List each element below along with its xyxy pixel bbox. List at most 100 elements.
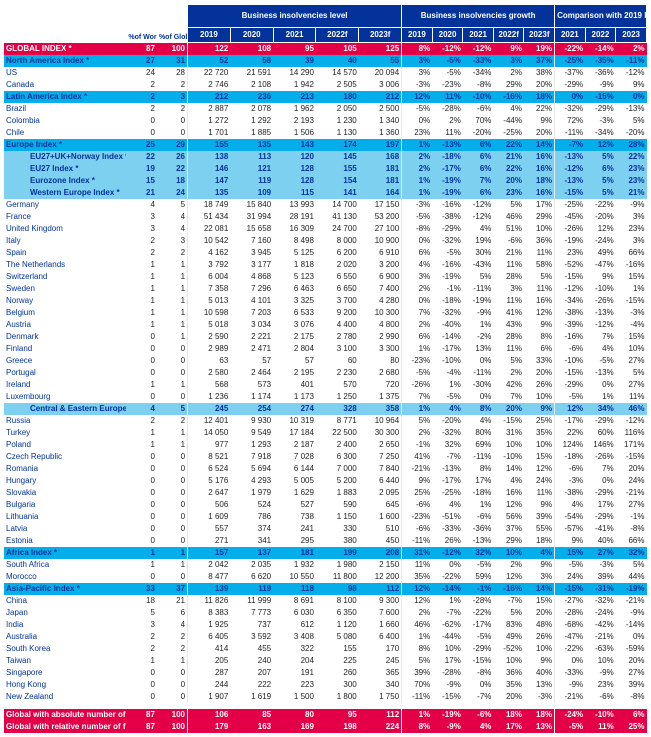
table-row-cell: 4 293 (230, 475, 273, 487)
table-row-cell: -9% (432, 679, 463, 691)
table-row-cell: 17% (463, 475, 494, 487)
table-row: Sweden117 3587 2966 4636 6507 4002%-1%-1… (4, 283, 647, 295)
table-row-cell: 7 840 (359, 463, 402, 475)
table-row-label: United Kingdom (4, 223, 126, 235)
table-row-cell: 7% (402, 307, 433, 319)
footer-row-cell: 4% (463, 721, 494, 733)
table-row-cell: 2 095 (359, 487, 402, 499)
table-row-cell: 32% (432, 439, 463, 451)
table-row-cell: 58% (524, 259, 555, 271)
table-row: United Kingdom3422 08115 65816 30924 700… (4, 223, 647, 235)
table-row-cell: 3 408 (273, 631, 316, 643)
table-row-label: Spain (4, 247, 126, 259)
table-row-cell: 1% (432, 595, 463, 607)
table-row-cell: 25% (524, 415, 555, 427)
col-pct-index: %of Global Index (157, 5, 188, 43)
table-row-cell: 8 521 (188, 451, 231, 463)
table-row-cell: 2 (126, 103, 157, 115)
table-row-cell: 35% (524, 427, 555, 439)
table-row-cell: 0 (157, 535, 188, 547)
region-row-cell: -15% (585, 91, 616, 103)
table-row: Estonia00271341295380450-11%26%-13%29%18… (4, 535, 647, 547)
table-row-cell: 222 (230, 679, 273, 691)
global-row-cell: 100 (157, 43, 188, 56)
table-row-cell: -32% (585, 595, 616, 607)
table-row-cell: 29% (524, 211, 555, 223)
table-row: Switzerland116 0044 8685 1236 5506 9003%… (4, 271, 647, 283)
region-row-cell: -25% (555, 55, 586, 67)
table-row-cell: 4 400 (316, 319, 359, 331)
subregion-row-cell: 16% (524, 187, 555, 199)
table-row-cell: 7% (493, 391, 524, 403)
table-row-cell: 7 600 (359, 607, 402, 619)
table-row-cell: 10% (524, 439, 555, 451)
table-row-cell: 11% (524, 247, 555, 259)
table-row-cell: 2 746 (188, 79, 231, 91)
table-row-cell: 2 175 (273, 331, 316, 343)
table-row-cell: 5% (493, 607, 524, 619)
table-row-cell: 2 400 (316, 439, 359, 451)
table-row-cell: 20% (524, 127, 555, 139)
table-row: Bulgaria00506524527590645-6%4%1%12%9%4%1… (4, 499, 647, 511)
table-row-cell: 69% (463, 439, 494, 451)
region-row-cell: 236 (230, 91, 273, 103)
subregion-row-cell: 145 (316, 151, 359, 163)
region-row-cell: 31% (402, 547, 433, 559)
table-row-cell: 3% (493, 283, 524, 295)
table-row-cell: -18% (432, 295, 463, 307)
table-row-label: Estonia (4, 535, 126, 547)
table-row-cell: 1 925 (188, 619, 231, 631)
subregion-row-label: Central & Eastern Europe Index * (4, 403, 126, 415)
region-row-cell: 1% (402, 139, 433, 151)
table-row: Austria115 0183 0343 0764 4004 8002%-40%… (4, 319, 647, 331)
table-row-cell: -21% (616, 595, 647, 607)
region-row-cell: -10% (463, 91, 494, 103)
table-row-cell: -16% (555, 331, 586, 343)
table-row-cell: 3 006 (359, 79, 402, 91)
table-row-cell: 1 (157, 439, 188, 451)
global-row-cell: -12% (432, 43, 463, 56)
subregion-row-label: Eurozone Index * (4, 175, 126, 187)
table-row-cell: -25% (432, 487, 463, 499)
table-row-cell: 557 (188, 523, 231, 535)
table-row-cell: 1 340 (359, 115, 402, 127)
group-level: Business insolvencies level (188, 5, 402, 28)
table-row-cell: 6 300 (316, 451, 359, 463)
region-row-cell: 32% (616, 547, 647, 559)
global-row-cell: 105 (316, 43, 359, 56)
table-row-cell: 12 200 (359, 571, 402, 583)
table-row-cell: 4 (157, 619, 188, 631)
table-row-cell: 568 (188, 379, 231, 391)
table-row-cell: 2 990 (359, 331, 402, 343)
subregion-row-cell: 6% (463, 151, 494, 163)
table-row-cell: -3% (524, 691, 555, 703)
global-row-cell: 8% (402, 43, 433, 56)
table-row-cell: -1% (432, 283, 463, 295)
table-row-cell: 6 400 (359, 631, 402, 643)
table-row: Russia2212 4019 93010 3198 77110 9645%-2… (4, 415, 647, 427)
table-row-cell: 3 177 (230, 259, 273, 271)
subregion-row-cell: 5 (157, 403, 188, 415)
table-row-cell: -12% (463, 199, 494, 211)
region-row-cell: 37% (524, 55, 555, 67)
table-row-cell: -14% (616, 619, 647, 631)
region-row-cell: 143 (273, 139, 316, 151)
table-row-cell: -9% (616, 607, 647, 619)
table-row-cell: 13% (463, 343, 494, 355)
global-row-cell: -22% (555, 43, 586, 56)
table-row-cell: 1 (157, 319, 188, 331)
table-row: Chile001 7011 8851 5061 1301 36023%11%-2… (4, 127, 647, 139)
table-row-cell: -8% (463, 667, 494, 679)
region-row-cell: -35% (585, 55, 616, 67)
table-row-cell: 2 221 (230, 331, 273, 343)
table-row-label: China (4, 595, 126, 607)
subregion-row-cell: 109 (230, 187, 273, 199)
table-row-cell: 10% (493, 439, 524, 451)
table-row-cell: -6% (555, 463, 586, 475)
table-row-cell: 7 773 (230, 607, 273, 619)
subregion-row-cell: 21 (126, 187, 157, 199)
footer-row-cell: 80 (273, 709, 316, 721)
table-row-cell: 16% (493, 487, 524, 499)
table-row-cell: 20% (616, 655, 647, 667)
table-row-cell: 8 498 (273, 235, 316, 247)
